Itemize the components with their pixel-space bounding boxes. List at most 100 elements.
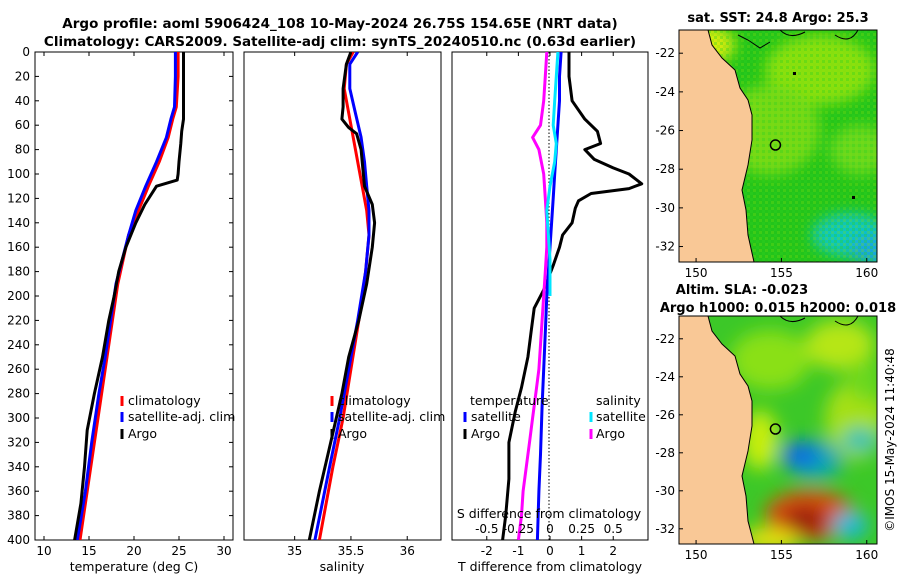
legend-climatology: climatology xyxy=(128,393,201,408)
series-line-satellite-adj-clim xyxy=(313,52,371,540)
top-tick-label: 0.25 xyxy=(568,522,595,536)
map-x-tick-label: 150 xyxy=(685,266,708,280)
sla-map-title-1: Altim. SLA: -0.023 xyxy=(676,283,808,298)
legend-climatology: climatology xyxy=(338,393,411,408)
salinity-legend: climatology satellite-adj. clim Argo xyxy=(330,393,445,441)
y-tick-label: 180 xyxy=(7,265,30,279)
argo-position-marker xyxy=(769,423,782,435)
series-line-argo xyxy=(307,52,377,540)
y-tick-label: 200 xyxy=(7,289,30,303)
top-tick-label: -0.5 xyxy=(475,522,498,536)
australia-land xyxy=(679,30,755,262)
map-y-tick-label: -28 xyxy=(655,162,675,176)
salinity-lines xyxy=(307,52,377,540)
x-tick-label: -2 xyxy=(481,544,493,558)
top-tick-label: 0 xyxy=(546,522,554,536)
map-y-tick-label: -22 xyxy=(655,332,675,346)
legend-t-argo: Argo xyxy=(471,426,500,441)
y-tick-label: 280 xyxy=(7,387,30,401)
series-line-argo-t-diff xyxy=(501,52,644,540)
x-tick-label: 15 xyxy=(81,544,96,558)
y-tick-label: 360 xyxy=(7,484,30,498)
top-tick-label: 0.5 xyxy=(604,522,623,536)
x-tick-label: 35 xyxy=(287,544,302,558)
salinity-panel: 35 35.5 36 salinity climatology satellite-… xyxy=(243,51,445,574)
sst-map-title: sat. SST: 24.8 Argo: 25.3 xyxy=(687,11,868,26)
map-y-tick-label: -24 xyxy=(655,370,675,384)
x-tick-label: 35.5 xyxy=(338,544,365,558)
salinity-axes-frame xyxy=(243,51,442,541)
sst-map: sat. SST: 24.8 Argo: 25.3 150 155 160 -22 -2… xyxy=(655,11,878,280)
map-y-tick-label: -26 xyxy=(655,408,675,422)
credit-text: ©IMOS 15-May-2024 11:40:48 xyxy=(883,348,897,532)
y-tick-label: 140 xyxy=(7,216,30,230)
map-x-tick-label: 150 xyxy=(685,548,708,562)
legend-salinity-title: salinity xyxy=(596,393,641,408)
title-line-2: Climatology: CARS2009. Satellite-adj cli… xyxy=(44,34,636,50)
x-tick-label: 2 xyxy=(609,544,617,558)
x-tick-label: 30 xyxy=(216,544,231,558)
x-tick-label: -1 xyxy=(512,544,524,558)
sla-map-axes: 150 155 160 -22 -24 -26 -28 -30 -32 xyxy=(655,332,878,562)
temperature-axes-frame xyxy=(34,51,234,541)
legend-s-satellite: satellite xyxy=(596,409,646,424)
x-tick-label: 1 xyxy=(578,544,586,558)
y-tick-label: 320 xyxy=(7,435,30,449)
top-tick-label: -0.25 xyxy=(503,522,534,536)
map-x-tick-label: 160 xyxy=(855,266,878,280)
map-y-tick-label: -30 xyxy=(655,484,675,498)
difference-lines xyxy=(501,52,644,540)
y-tick-label: 260 xyxy=(7,362,30,376)
legend-argo: Argo xyxy=(338,426,367,441)
argo-position-marker xyxy=(769,139,782,151)
map-y-tick-label: -24 xyxy=(655,85,675,99)
sla-map-title-2: Argo h1000: 0.015 h2000: 0.018 xyxy=(660,301,896,316)
difference-panel: -2 -1 0 1 2 T difference from climatology S … xyxy=(451,51,649,574)
temperature-xlabel: temperature (deg C) xyxy=(70,559,199,574)
map-y-tick-label: -32 xyxy=(655,522,675,536)
x-tick-label: 10 xyxy=(36,544,51,558)
temperature-panel: 0204060801001201401601802002202402602803… xyxy=(7,45,648,574)
map-x-tick-label: 160 xyxy=(855,548,878,562)
y-tick-label: 120 xyxy=(7,191,30,205)
salinity-xlabel: salinity xyxy=(320,559,365,574)
x-tick-label: 20 xyxy=(126,544,141,558)
difference-xlabel-top: S difference from climatology xyxy=(457,506,642,521)
difference-legend: temperature satellite Argo salinity sate… xyxy=(463,393,646,441)
y-tick-label: 240 xyxy=(7,338,30,352)
map-y-tick-label: -32 xyxy=(655,240,675,254)
x-tick-label: 25 xyxy=(171,544,186,558)
x-tick-label: 0 xyxy=(546,544,554,558)
series-line-satellite-adj-clim xyxy=(75,52,177,540)
series-line-satellite-s-diff xyxy=(545,52,560,296)
x-tick-label: 36 xyxy=(400,544,415,558)
y-tick-label: 80 xyxy=(15,143,30,157)
sst-map-axes: 150 155 160 -22 -24 -26 -28 -30 -32 xyxy=(655,46,878,280)
map-y-tick-label: -26 xyxy=(655,124,675,138)
y-tick-label: 380 xyxy=(7,509,30,523)
sla-map: Altim. SLA: -0.023 Argo h1000: 0.015 h20… xyxy=(655,283,896,562)
legend-temperature-title: temperature xyxy=(470,393,549,408)
title-line-1: Argo profile: aoml 5906424_108 10-May-20… xyxy=(62,16,617,32)
y-tick-label: 40 xyxy=(15,94,30,108)
series-line-argo-s-diff xyxy=(516,52,549,540)
y-tick-label: 60 xyxy=(15,118,30,132)
map-y-tick-label: -30 xyxy=(655,201,675,215)
y-tick-label: 100 xyxy=(7,167,30,181)
y-tick-label: 400 xyxy=(7,533,30,547)
map-x-tick-label: 155 xyxy=(770,548,793,562)
temperature-x-axis: 10 15 20 25 30 xyxy=(36,52,232,558)
difference-xlabel: T difference from climatology xyxy=(457,559,643,574)
y-tick-label: 160 xyxy=(7,240,30,254)
y-tick-label: 300 xyxy=(7,411,30,425)
legend-satellite: satellite-adj. clim xyxy=(338,409,445,424)
y-tick-label: 20 xyxy=(15,69,30,83)
legend-t-satellite: satellite xyxy=(471,409,521,424)
y-tick-label: 0 xyxy=(22,45,30,59)
legend-satellite: satellite-adj. clim xyxy=(128,409,235,424)
series-line-climatology xyxy=(317,52,371,540)
temperature-legend: climatology satellite-adj. clim Argo xyxy=(120,393,235,441)
series-line-argo xyxy=(73,52,185,540)
legend-s-argo: Argo xyxy=(596,426,625,441)
